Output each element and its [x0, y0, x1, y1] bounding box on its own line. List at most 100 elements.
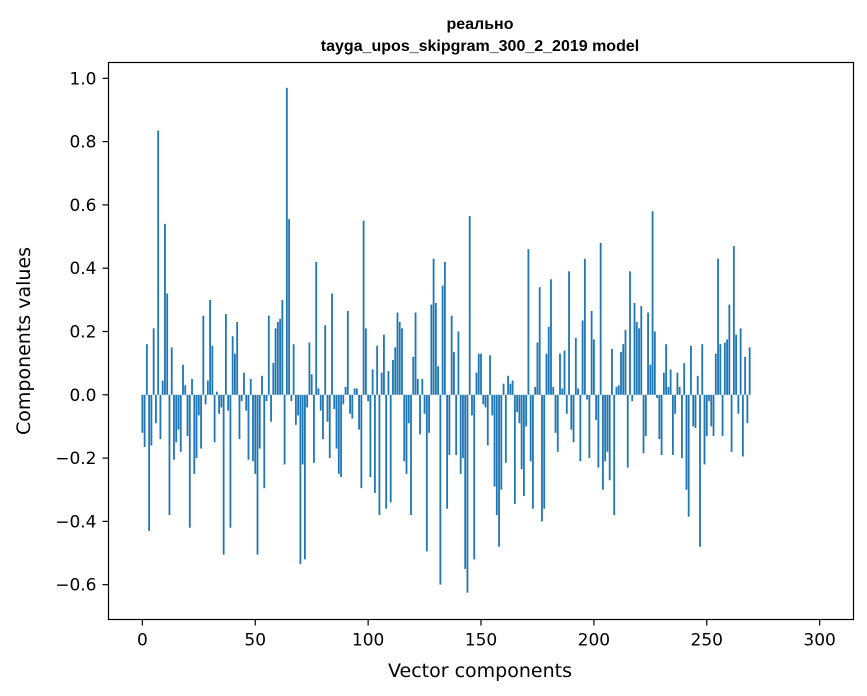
bar-68	[294, 394, 297, 425]
bar-144	[466, 394, 469, 593]
bar-174	[534, 386, 537, 395]
bar-52	[258, 394, 261, 449]
bar-15	[175, 394, 178, 443]
bar-13	[170, 347, 173, 395]
bar-164	[511, 380, 514, 395]
bar-259	[726, 339, 728, 395]
bar-92	[349, 394, 351, 414]
bar-62	[281, 299, 284, 395]
bar-197	[586, 394, 589, 400]
bar-195	[581, 320, 584, 395]
bar-217	[631, 394, 634, 402]
bar-36	[222, 394, 225, 555]
bar-105	[378, 394, 381, 516]
bar-58	[272, 363, 275, 395]
bar-114	[398, 322, 401, 395]
bar-148	[475, 372, 478, 395]
bar-243	[690, 345, 692, 395]
bar-231	[662, 372, 665, 395]
bar-167	[518, 394, 521, 424]
bar-101	[369, 394, 372, 478]
bar-60	[276, 322, 279, 395]
bar-3	[148, 394, 151, 531]
bar-210	[615, 386, 618, 395]
chart-title-line-2: tayga_upos_skipgram_300_2_2019 model	[321, 38, 639, 55]
bar-222	[642, 394, 645, 454]
bar-47	[247, 394, 250, 460]
bar-99	[364, 328, 367, 395]
bar-203	[599, 242, 602, 395]
bar-69	[297, 394, 300, 416]
bar-247	[699, 394, 701, 547]
bar-128	[430, 304, 433, 395]
bar-160	[502, 383, 505, 395]
bar-17	[179, 394, 182, 452]
bar-170	[525, 394, 528, 427]
y-tick-label: 0.2	[69, 323, 96, 343]
bar-223	[644, 394, 647, 436]
bar-24	[195, 394, 198, 459]
bar-94	[353, 388, 356, 395]
plot-frame	[107, 61, 855, 621]
chart-title-line-1: реально	[446, 16, 513, 33]
bar-91	[346, 310, 349, 395]
bar-171	[527, 249, 530, 395]
bar-213	[622, 344, 625, 395]
y-axis-label: Components values	[13, 247, 35, 435]
bar-165	[513, 394, 516, 504]
bar-168	[520, 394, 523, 470]
bar-176	[538, 287, 541, 395]
bar-111	[392, 359, 394, 395]
bar-22	[191, 378, 193, 395]
bar-187	[563, 350, 566, 395]
bar-233	[667, 386, 670, 395]
bar-48	[249, 378, 252, 395]
bar-196	[583, 258, 586, 395]
bar-251	[708, 394, 710, 402]
bar-236	[674, 394, 677, 414]
bar-267	[744, 356, 747, 395]
bar-179	[545, 353, 548, 395]
bar-89	[342, 394, 345, 405]
x-tick-label: 100	[352, 631, 384, 651]
bar-194	[579, 394, 582, 462]
bar-253	[712, 394, 715, 436]
bar-202	[597, 394, 600, 468]
bar-130	[434, 303, 437, 395]
bar-248	[701, 344, 704, 395]
bar-40	[231, 336, 234, 395]
bar-261	[730, 394, 733, 452]
bar-66	[290, 394, 293, 402]
bar-100	[367, 394, 370, 402]
bar-93	[351, 394, 354, 419]
bar-30	[209, 299, 211, 395]
bar-121	[414, 312, 417, 395]
bar-34	[218, 394, 221, 414]
bar-78	[317, 388, 320, 395]
bar-182	[552, 386, 555, 395]
bar-242	[687, 394, 690, 517]
bar-245	[694, 394, 697, 429]
bar-186	[561, 388, 564, 395]
bar-102	[371, 369, 374, 395]
y-tick-label: 0.4	[69, 259, 96, 279]
bar-87	[337, 394, 340, 474]
bar-25	[197, 394, 200, 416]
bar-84	[331, 293, 333, 395]
bar-178	[543, 394, 546, 509]
bar-26	[200, 394, 202, 449]
bar-204	[602, 394, 604, 490]
bar-70	[299, 394, 302, 565]
bar-214	[624, 329, 627, 395]
bar-64	[285, 87, 288, 395]
bar-250	[705, 394, 708, 436]
bar-240	[683, 363, 686, 395]
bar-191	[572, 394, 575, 443]
y-tick-label: 1.0	[69, 69, 96, 89]
bar-193	[577, 388, 579, 395]
bar-175	[536, 342, 539, 395]
bar-8	[159, 394, 162, 440]
bar-232	[665, 344, 668, 395]
x-tick-label: 50	[244, 631, 266, 651]
bar-153	[486, 394, 489, 446]
